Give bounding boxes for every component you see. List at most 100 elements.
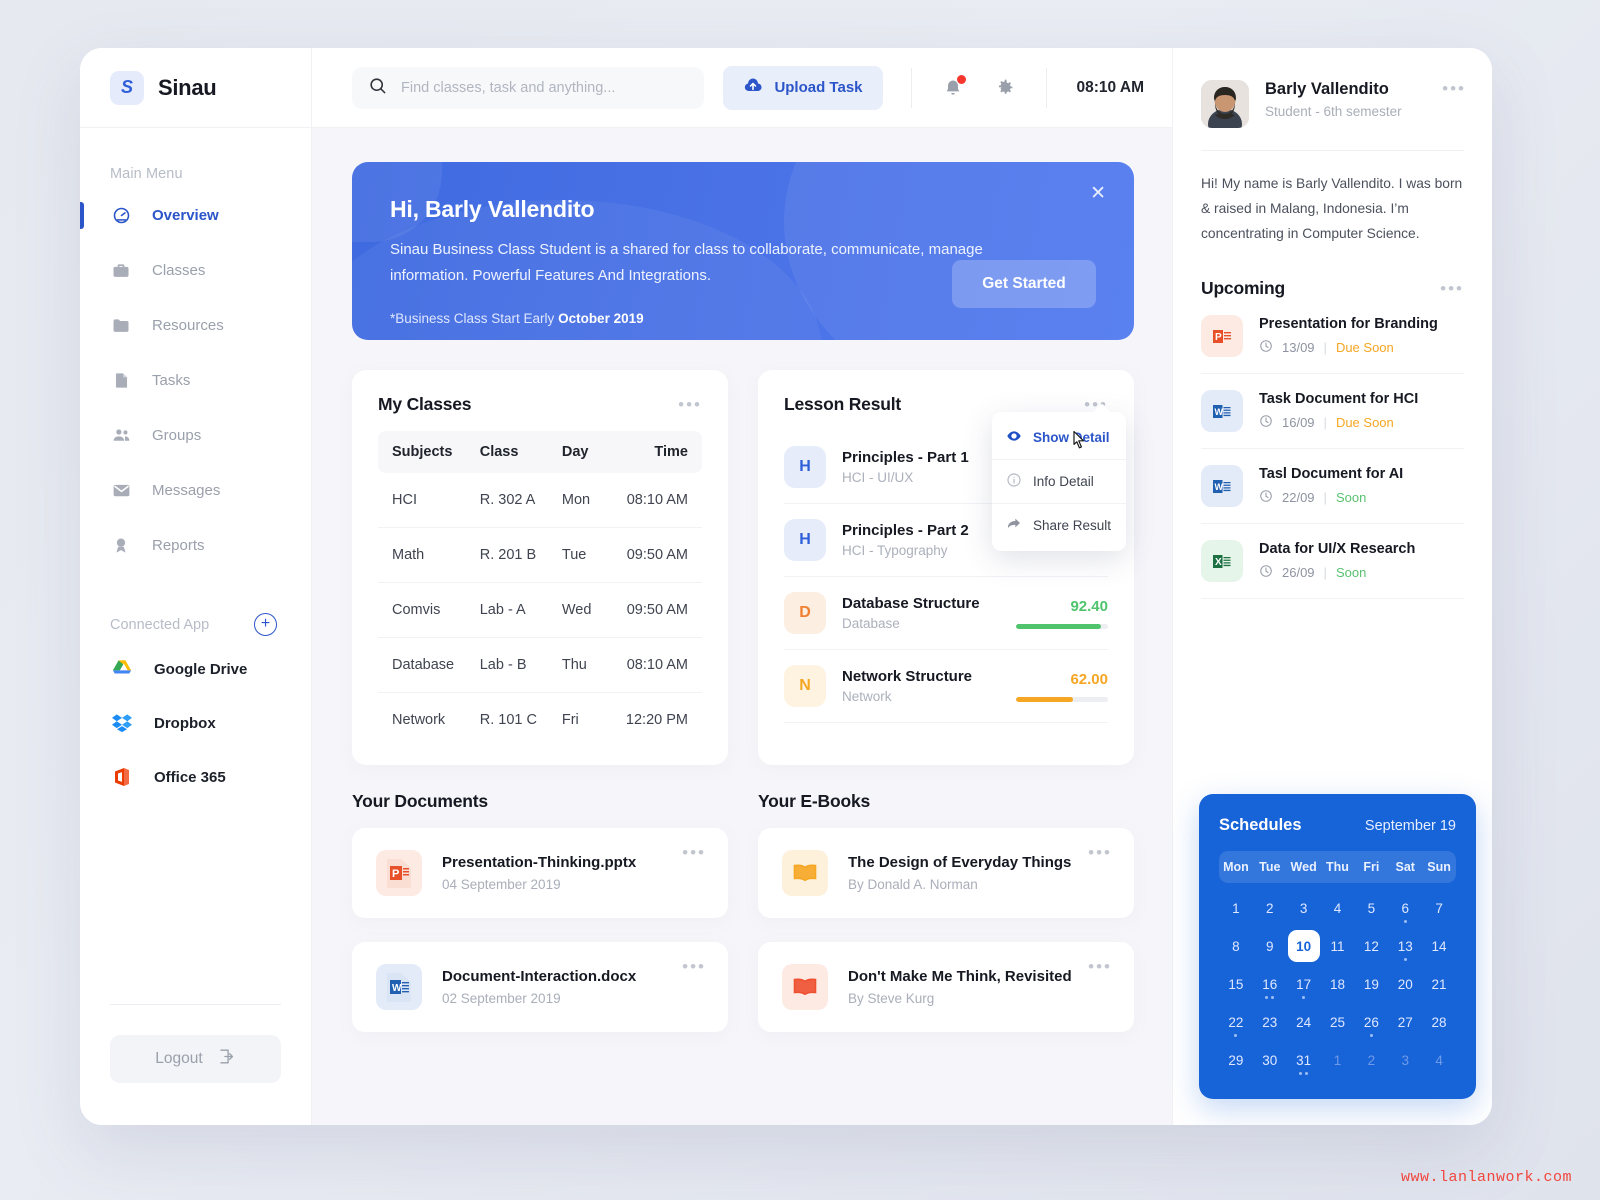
cell-subject: Database — [378, 637, 466, 693]
menu-item-show-detail[interactable]: Show Detail — [992, 416, 1126, 459]
calendar-day[interactable]: 1 — [1219, 889, 1253, 927]
sidebar-item-resources[interactable]: Resources — [80, 298, 311, 353]
calendar-day-number: 11 — [1330, 938, 1345, 954]
more-icon[interactable]: ••• — [682, 843, 706, 862]
connected-app-dropbox[interactable]: Dropbox — [80, 696, 311, 750]
document-card[interactable]: P Presentation-Thinking.pptx 04 Septembe… — [352, 828, 728, 918]
calendar-day[interactable]: 4 — [1321, 889, 1355, 927]
lesson-score: 92.40 — [1070, 597, 1108, 615]
calendar-day[interactable]: 3 — [1287, 889, 1321, 927]
calendar-day[interactable]: 16 — [1253, 965, 1287, 1003]
upcoming-item[interactable]: W Tasl Document for AI 22/09 | Soon — [1201, 449, 1464, 524]
separator: | — [1323, 415, 1327, 430]
search-box[interactable] — [352, 66, 704, 109]
calendar-day[interactable]: 9 — [1253, 927, 1287, 965]
document-card[interactable]: W Document-Interaction.docx 02 September… — [352, 942, 728, 1032]
watermark: www.lanlanwork.com — [1400, 1169, 1572, 1186]
get-started-button[interactable]: Get Started — [952, 260, 1096, 308]
connected-app-google-drive[interactable]: Google Drive — [80, 642, 311, 696]
sidebar-item-messages[interactable]: Messages — [80, 463, 311, 518]
calendar-day[interactable]: 25 — [1321, 1003, 1355, 1041]
calendar-day-number: 10 — [1296, 938, 1312, 954]
sidebar-item-tasks[interactable]: Tasks — [80, 353, 311, 408]
search-input[interactable] — [401, 79, 688, 96]
more-icon[interactable]: ••• — [678, 395, 702, 414]
more-icon[interactable]: ••• — [1088, 957, 1112, 976]
calendar-day[interactable]: 3 — [1388, 1041, 1422, 1079]
calendar-day[interactable]: 1 — [1321, 1041, 1355, 1079]
calendar-day[interactable]: 13 — [1388, 927, 1422, 965]
sidebar-item-groups[interactable]: Groups — [80, 408, 311, 463]
calendar-day[interactable]: 30 — [1253, 1041, 1287, 1079]
menu-item-share-result[interactable]: Share Result — [992, 503, 1126, 547]
gear-icon[interactable] — [994, 77, 1016, 99]
table-row[interactable]: Network R. 101 C Fri 12:20 PM — [378, 693, 702, 748]
upcoming-item[interactable]: P Presentation for Branding 13/09 | Due … — [1201, 299, 1464, 374]
calendar-day-today[interactable]: 10 — [1287, 930, 1320, 962]
calendar-day[interactable]: 27 — [1388, 1003, 1422, 1041]
calendar-day[interactable]: 31 — [1287, 1041, 1321, 1079]
more-icon[interactable]: ••• — [1440, 279, 1464, 298]
calendar-day[interactable]: 29 — [1219, 1041, 1253, 1079]
table-row[interactable]: HCI R. 302 A Mon 08:10 AM — [378, 473, 702, 528]
calendar-day[interactable]: 23 — [1253, 1003, 1287, 1041]
calendar-day[interactable]: 2 — [1253, 889, 1287, 927]
more-icon[interactable]: ••• — [1088, 843, 1112, 862]
calendar-day-number: 1 — [1232, 900, 1240, 916]
calendar-day[interactable]: 28 — [1422, 1003, 1456, 1041]
sidebar-item-overview[interactable]: Overview — [80, 188, 311, 243]
profile: Barly Vallendito Student - 6th semester … — [1201, 80, 1464, 128]
plus-circle-icon[interactable]: + — [254, 613, 277, 636]
section-title: Upcoming — [1201, 278, 1285, 298]
calendar-day[interactable]: 15 — [1219, 965, 1253, 1003]
menu-item-info-detail[interactable]: Info Detail — [992, 459, 1126, 503]
close-icon[interactable]: ✕ — [1090, 183, 1106, 204]
calendar-grid: 1 2 3 4 5 6 7 8 9 10 11 12 13 14 15 16 17 18 19 20 21 22 23 24 2… — [1219, 889, 1456, 1079]
upcoming-date: 26/09 — [1282, 565, 1315, 580]
lesson-row[interactable]: D Database Structure Database 92.40 — [784, 577, 1108, 650]
calendar-day[interactable]: 8 — [1219, 927, 1253, 965]
more-icon[interactable]: ••• — [682, 957, 706, 976]
ebook-card[interactable]: Don't Make Me Think, Revisited By Steve … — [758, 942, 1134, 1032]
calendar-day[interactable]: 7 — [1422, 889, 1456, 927]
calendar-day[interactable]: 19 — [1354, 965, 1388, 1003]
upcoming-item[interactable]: W Task Document for HCI 16/09 | Due Soon — [1201, 374, 1464, 449]
calendar-day[interactable]: 26 — [1354, 1003, 1388, 1041]
calendar-day[interactable]: 20 — [1388, 965, 1422, 1003]
calendar-day[interactable]: 18 — [1321, 965, 1355, 1003]
upcoming-item[interactable]: X Data for UI/X Research 26/09 | Soon — [1201, 524, 1464, 599]
logout-button[interactable]: Logout — [110, 1035, 281, 1083]
more-icon[interactable]: ••• — [1442, 79, 1466, 98]
connected-app-office-365[interactable]: Office 365 — [80, 750, 311, 804]
lesson-subject: Network — [842, 689, 892, 704]
calendar-day-number: 15 — [1228, 976, 1244, 992]
table-row[interactable]: Comvis Lab - A Wed 09:50 AM — [378, 582, 702, 638]
calendar-day-number: 21 — [1431, 976, 1447, 992]
calendar-day[interactable]: 5 — [1354, 889, 1388, 927]
calendar-day[interactable]: 14 — [1422, 927, 1456, 965]
calendar-day[interactable]: 4 — [1422, 1041, 1456, 1079]
sidebar-item-reports[interactable]: Reports — [80, 518, 311, 573]
table-row[interactable]: Database Lab - B Thu 08:10 AM — [378, 637, 702, 693]
bell-icon[interactable] — [942, 74, 966, 99]
calendar-day[interactable]: 2 — [1354, 1041, 1388, 1079]
calendar-day[interactable]: 24 — [1287, 1003, 1321, 1041]
calendar-day[interactable]: 11 — [1321, 927, 1355, 965]
ebook-card[interactable]: The Design of Everyday Things By Donald … — [758, 828, 1134, 918]
menu-item-label: Info Detail — [1033, 474, 1094, 489]
lesson-row[interactable]: H Principles - Part 1 HCI - UI/UX — [784, 431, 1108, 504]
calendar-day-number: 18 — [1329, 976, 1345, 992]
sidebar-item-classes[interactable]: Classes — [80, 243, 311, 298]
calendar-day[interactable]: 21 — [1422, 965, 1456, 1003]
calendar-day-number: 31 — [1296, 1052, 1312, 1068]
upload-task-button[interactable]: Upload Task — [723, 65, 883, 110]
lesson-row[interactable]: N Network Structure Network 62.00 — [784, 650, 1108, 723]
calendar-day[interactable]: 17 — [1287, 965, 1321, 1003]
table-row[interactable]: Math R. 201 B Tue 09:50 AM — [378, 527, 702, 583]
calendar-day[interactable]: 12 — [1354, 927, 1388, 965]
calendar-day[interactable]: 22 — [1219, 1003, 1253, 1041]
weekday-label: Mon — [1223, 860, 1249, 874]
menu-item-label: Share Result — [1033, 518, 1112, 533]
calendar-day[interactable]: 6 — [1388, 889, 1422, 927]
banner-note-prefix: *Business Class Start Early — [390, 311, 559, 326]
